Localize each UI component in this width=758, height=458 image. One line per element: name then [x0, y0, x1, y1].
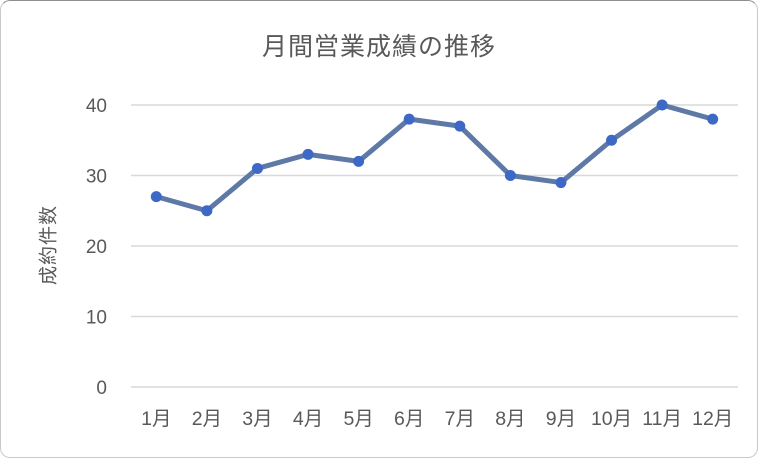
chart-title: 月間営業成績の推移 [261, 33, 496, 61]
data-series-line [153, 102, 716, 214]
x-tick-label: 3月 [242, 408, 272, 430]
x-tick-label: 12月 [692, 408, 733, 430]
data-point-marker [555, 177, 567, 189]
x-tick-label: 11月 [642, 408, 682, 430]
data-point-marker [656, 99, 668, 111]
x-tick-label: 4月 [293, 408, 323, 430]
x-tick-label: 9月 [546, 408, 576, 430]
y-tick-label: 30 [86, 167, 107, 188]
x-tick-label: 1月 [141, 408, 171, 430]
data-point-marker [707, 113, 719, 125]
data-point-marker [302, 148, 314, 160]
data-point-marker [201, 205, 213, 217]
data-point-marker [150, 191, 162, 203]
data-point-marker [403, 113, 415, 125]
data-point-marker [606, 134, 618, 146]
y-tick-label: 20 [86, 237, 107, 258]
y-tick-label: 0 [96, 378, 107, 399]
x-tick-label: 6月 [394, 408, 424, 430]
x-tick-label: 7月 [445, 408, 475, 430]
data-point-marker [504, 170, 516, 181]
x-tick-label: 10月 [591, 408, 632, 430]
data-point-marker [251, 162, 263, 174]
x-tick-label: 8月 [495, 408, 525, 430]
data-point-marker [454, 120, 466, 132]
y-tick-label: 10 [86, 308, 107, 329]
y-tick-label: 40 [86, 96, 107, 117]
data-point-marker [353, 155, 365, 167]
x-tick-label: 2月 [192, 408, 222, 430]
x-tick-label: 5月 [343, 408, 373, 430]
